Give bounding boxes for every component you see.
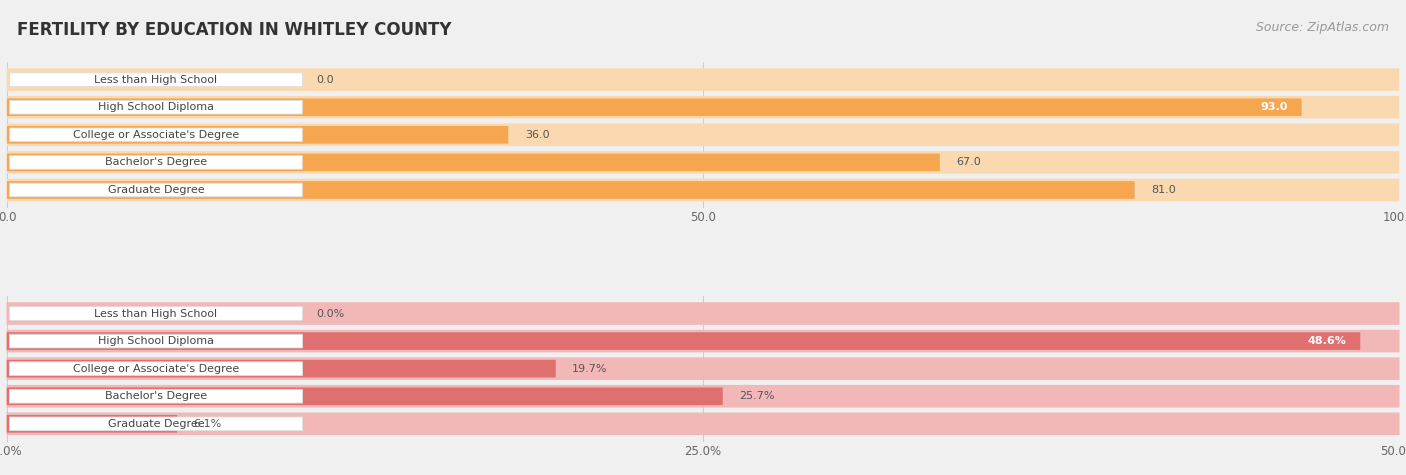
FancyBboxPatch shape (10, 100, 302, 114)
FancyBboxPatch shape (7, 124, 1399, 146)
FancyBboxPatch shape (10, 417, 302, 431)
FancyBboxPatch shape (10, 128, 302, 142)
FancyBboxPatch shape (7, 98, 1302, 116)
Text: 25.7%: 25.7% (740, 391, 775, 401)
Text: FERTILITY BY EDUCATION IN WHITLEY COUNTY: FERTILITY BY EDUCATION IN WHITLEY COUNTY (17, 21, 451, 39)
FancyBboxPatch shape (7, 330, 1399, 352)
FancyBboxPatch shape (7, 388, 723, 405)
FancyBboxPatch shape (10, 183, 302, 197)
Text: 81.0: 81.0 (1152, 185, 1175, 195)
FancyBboxPatch shape (7, 332, 1360, 350)
Text: College or Associate's Degree: College or Associate's Degree (73, 364, 239, 374)
Text: 0.0: 0.0 (316, 75, 333, 85)
FancyBboxPatch shape (7, 126, 508, 143)
Text: Less than High School: Less than High School (94, 309, 218, 319)
FancyBboxPatch shape (7, 151, 1399, 174)
Text: College or Associate's Degree: College or Associate's Degree (73, 130, 239, 140)
Text: Source: ZipAtlas.com: Source: ZipAtlas.com (1256, 21, 1389, 34)
FancyBboxPatch shape (10, 307, 302, 320)
Text: 67.0: 67.0 (956, 157, 981, 167)
FancyBboxPatch shape (7, 385, 1399, 408)
FancyBboxPatch shape (7, 96, 1399, 119)
Text: High School Diploma: High School Diploma (98, 336, 214, 346)
Text: 48.6%: 48.6% (1308, 336, 1346, 346)
FancyBboxPatch shape (7, 181, 1135, 199)
FancyBboxPatch shape (7, 360, 555, 378)
Text: Bachelor's Degree: Bachelor's Degree (105, 391, 207, 401)
Text: 19.7%: 19.7% (572, 364, 607, 374)
FancyBboxPatch shape (10, 390, 302, 403)
Text: 0.0%: 0.0% (316, 309, 344, 319)
Text: Graduate Degree: Graduate Degree (108, 419, 204, 429)
FancyBboxPatch shape (7, 68, 1399, 91)
FancyBboxPatch shape (7, 153, 939, 171)
Text: Bachelor's Degree: Bachelor's Degree (105, 157, 207, 167)
FancyBboxPatch shape (7, 412, 1399, 435)
FancyBboxPatch shape (7, 302, 1399, 325)
FancyBboxPatch shape (10, 362, 302, 376)
FancyBboxPatch shape (10, 156, 302, 169)
FancyBboxPatch shape (7, 357, 1399, 380)
Text: High School Diploma: High School Diploma (98, 102, 214, 112)
Text: Less than High School: Less than High School (94, 75, 218, 85)
FancyBboxPatch shape (7, 179, 1399, 201)
Text: 6.1%: 6.1% (194, 419, 222, 429)
Text: 36.0: 36.0 (524, 130, 550, 140)
FancyBboxPatch shape (10, 334, 302, 348)
Text: Graduate Degree: Graduate Degree (108, 185, 204, 195)
Text: 93.0: 93.0 (1260, 102, 1288, 112)
FancyBboxPatch shape (10, 73, 302, 86)
FancyBboxPatch shape (7, 415, 177, 433)
